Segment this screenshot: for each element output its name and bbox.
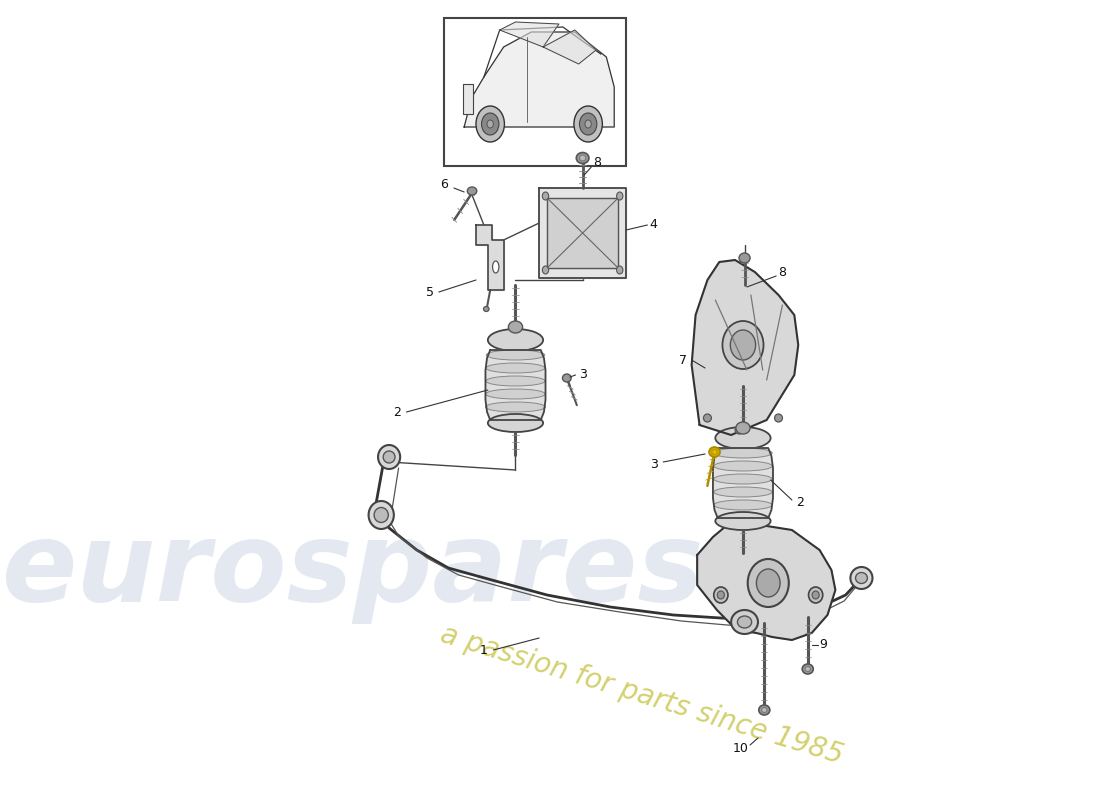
Ellipse shape	[714, 448, 772, 458]
Ellipse shape	[368, 501, 394, 529]
Text: 5: 5	[426, 286, 434, 298]
Text: eurospares: eurospares	[2, 517, 705, 623]
Ellipse shape	[617, 266, 623, 274]
Polygon shape	[485, 350, 546, 420]
Ellipse shape	[585, 120, 592, 128]
Ellipse shape	[378, 445, 400, 469]
Ellipse shape	[383, 451, 395, 463]
Ellipse shape	[812, 591, 820, 599]
Ellipse shape	[542, 266, 549, 274]
Text: 10: 10	[733, 742, 748, 754]
Ellipse shape	[715, 427, 771, 449]
Ellipse shape	[486, 376, 546, 386]
Text: 1: 1	[480, 643, 487, 657]
Polygon shape	[697, 523, 835, 640]
Ellipse shape	[580, 155, 586, 161]
Ellipse shape	[542, 192, 549, 200]
Ellipse shape	[736, 422, 750, 434]
Ellipse shape	[802, 664, 813, 674]
Text: 2: 2	[796, 495, 804, 509]
Text: 6: 6	[440, 178, 449, 191]
Ellipse shape	[717, 591, 725, 599]
Polygon shape	[464, 32, 614, 127]
Ellipse shape	[748, 559, 789, 607]
Ellipse shape	[759, 705, 770, 715]
Ellipse shape	[484, 306, 490, 311]
Ellipse shape	[486, 363, 544, 373]
Polygon shape	[539, 188, 626, 278]
Ellipse shape	[714, 487, 772, 497]
Polygon shape	[713, 448, 773, 518]
Ellipse shape	[805, 666, 811, 671]
Ellipse shape	[757, 569, 780, 597]
Text: 7: 7	[679, 354, 686, 366]
Ellipse shape	[714, 587, 728, 603]
Text: 8: 8	[593, 155, 601, 169]
Ellipse shape	[508, 321, 522, 333]
Ellipse shape	[735, 426, 743, 434]
Text: 4: 4	[650, 218, 658, 231]
Ellipse shape	[737, 616, 751, 628]
Ellipse shape	[486, 350, 544, 360]
Ellipse shape	[562, 374, 571, 382]
Ellipse shape	[714, 474, 772, 484]
Ellipse shape	[487, 329, 543, 351]
Bar	[463, 84, 473, 114]
Ellipse shape	[704, 414, 712, 422]
Text: 8: 8	[779, 266, 786, 278]
Text: a passion for parts since 1985: a passion for parts since 1985	[437, 620, 847, 770]
Polygon shape	[499, 22, 559, 47]
Ellipse shape	[856, 573, 868, 583]
Ellipse shape	[493, 261, 499, 273]
Ellipse shape	[574, 106, 603, 142]
Ellipse shape	[485, 402, 546, 412]
Bar	[444, 18, 626, 166]
Ellipse shape	[374, 507, 388, 522]
Ellipse shape	[487, 414, 543, 432]
Ellipse shape	[576, 153, 588, 163]
Ellipse shape	[732, 610, 758, 634]
Ellipse shape	[617, 192, 623, 200]
Polygon shape	[543, 30, 596, 64]
Ellipse shape	[715, 512, 771, 530]
Polygon shape	[476, 225, 504, 290]
Text: 2: 2	[393, 406, 400, 418]
Ellipse shape	[761, 707, 767, 713]
Ellipse shape	[712, 450, 717, 454]
Ellipse shape	[487, 120, 494, 128]
Ellipse shape	[468, 187, 476, 195]
Ellipse shape	[580, 113, 597, 135]
Ellipse shape	[730, 330, 756, 360]
Polygon shape	[692, 260, 799, 435]
Ellipse shape	[808, 587, 823, 603]
Ellipse shape	[774, 414, 782, 422]
Ellipse shape	[714, 500, 772, 510]
Ellipse shape	[476, 106, 505, 142]
Text: 9: 9	[820, 638, 827, 651]
Text: 3: 3	[579, 369, 586, 382]
Ellipse shape	[482, 113, 499, 135]
Polygon shape	[547, 198, 618, 268]
Text: 3: 3	[650, 458, 658, 471]
Ellipse shape	[710, 447, 720, 457]
Ellipse shape	[739, 253, 750, 263]
Ellipse shape	[714, 461, 772, 471]
Ellipse shape	[723, 321, 763, 369]
Ellipse shape	[850, 567, 872, 589]
Ellipse shape	[486, 389, 546, 399]
